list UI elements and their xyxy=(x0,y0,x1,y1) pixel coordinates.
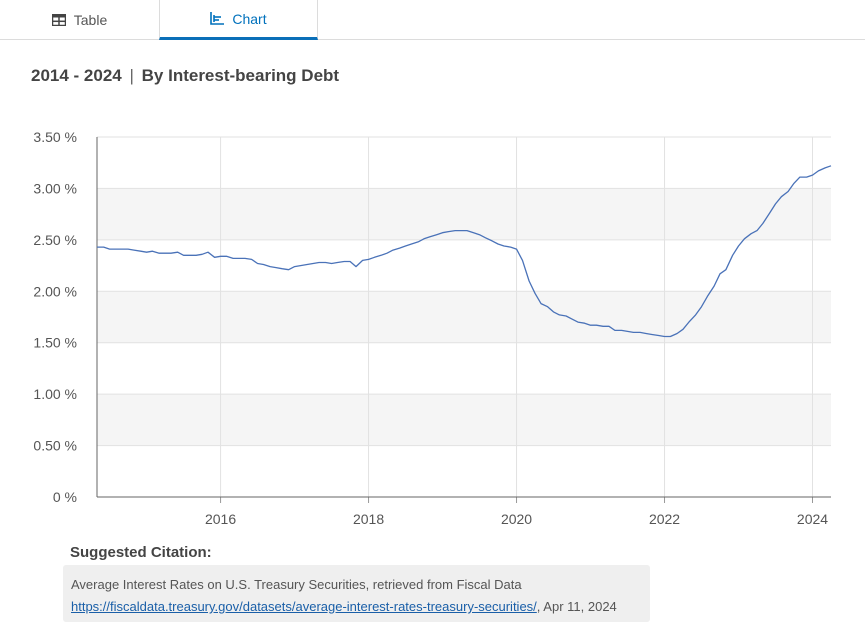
x-tick-label: 2022 xyxy=(649,511,680,527)
citation-text: Average Interest Rates on U.S. Treasury … xyxy=(71,577,522,592)
grid-band xyxy=(97,394,831,446)
heading-separator: | xyxy=(129,66,134,85)
tab-table[interactable]: Table xyxy=(0,0,159,40)
y-tick-label: 2.50 % xyxy=(33,232,77,248)
x-tick-label: 2018 xyxy=(353,511,384,527)
tab-chart[interactable]: Chart xyxy=(159,0,318,40)
heading-range: 2014 - 2024 xyxy=(31,66,122,85)
y-tick-label: 3.50 % xyxy=(33,129,77,145)
citation-link[interactable]: https://fiscaldata.treasury.gov/datasets… xyxy=(71,599,537,614)
y-tick-label: 1.50 % xyxy=(33,335,77,351)
citation-date: , Apr 11, 2024 xyxy=(536,599,617,614)
x-tick-label: 2020 xyxy=(501,511,532,527)
chart-icon xyxy=(210,12,225,25)
y-tick-label: 0.50 % xyxy=(33,438,77,454)
table-icon xyxy=(51,14,66,26)
interest-rate-line-chart: 0 % 0.50 % 1.00 % 1.50 % 2.00 % 2.50 % 3.00 % 3… xyxy=(33,129,832,527)
y-tick-label: 1.00 % xyxy=(33,386,77,402)
x-tick-label: 2016 xyxy=(205,511,236,527)
tab-chart-label: Chart xyxy=(232,10,267,27)
view-tabs: Table Chart xyxy=(0,0,865,40)
heading-subtitle: By Interest-bearing Debt xyxy=(141,66,340,85)
y-tick-label: 0 % xyxy=(53,489,77,505)
chart-heading: 2014 - 2024 | By Interest-bearing Debt xyxy=(31,66,339,86)
series-line xyxy=(97,165,832,338)
grid-band xyxy=(97,188,831,240)
citation-title: Suggested Citation: xyxy=(70,544,212,561)
y-tick-label: 3.00 % xyxy=(33,180,77,196)
citation-link-line: https://fiscaldata.treasury.gov/datasets… xyxy=(71,596,650,618)
x-tick-label: 2024 xyxy=(797,511,828,527)
grid-band xyxy=(97,291,831,343)
citation-box: Average Interest Rates on U.S. Treasury … xyxy=(63,565,650,622)
y-tick-label: 2.00 % xyxy=(33,283,77,299)
tab-table-label: Table xyxy=(73,12,108,28)
